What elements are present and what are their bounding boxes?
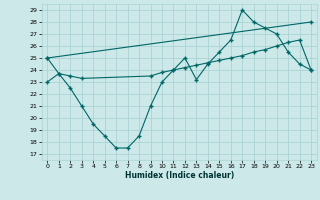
X-axis label: Humidex (Indice chaleur): Humidex (Indice chaleur) <box>124 171 234 180</box>
